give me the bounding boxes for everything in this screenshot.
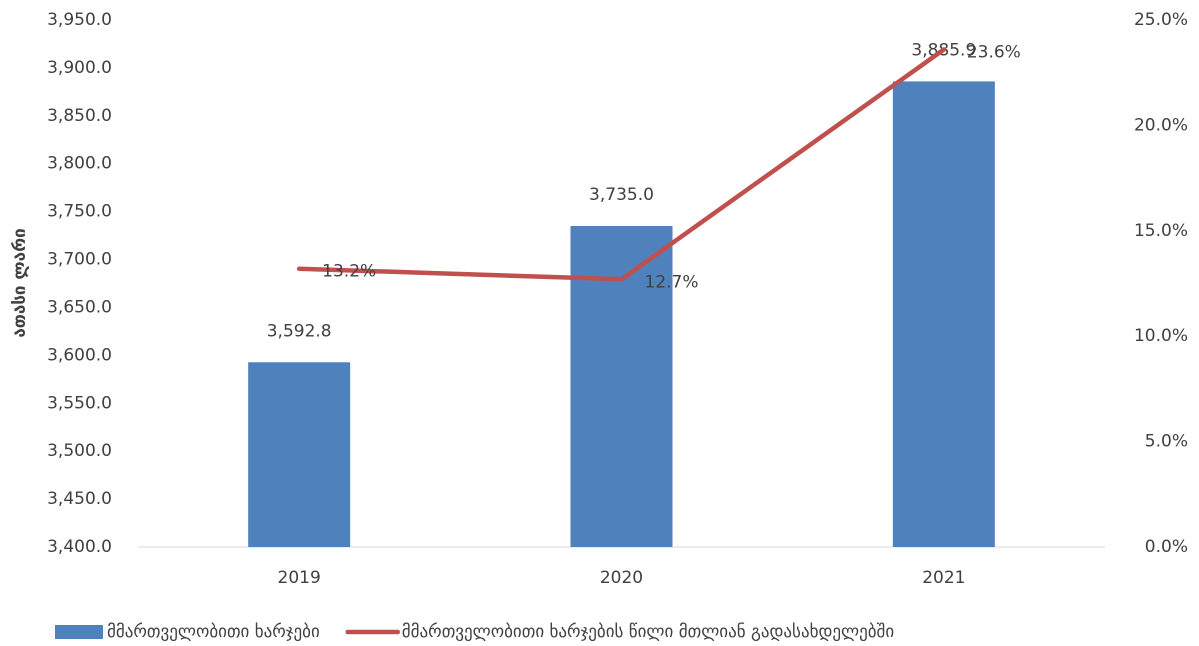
y-tick-label: 3,800.0 [47, 154, 112, 174]
legend-swatch [55, 625, 103, 639]
bar [248, 362, 351, 547]
legend-label: მმართველობითი ხარჯები [107, 622, 320, 642]
line-value-label: 13.2% [322, 262, 376, 282]
y-tick-label: 3,900.0 [47, 58, 112, 78]
line-value-label: 12.7% [645, 272, 699, 292]
y-axis-title: ათასი ლარი [10, 228, 30, 337]
x-tick-label: 2021 [922, 568, 965, 588]
y-tick-label: 3,700.0 [47, 250, 112, 270]
bar-value-label: 3,735.0 [589, 185, 654, 205]
y-tick-label: 3,950.0 [47, 10, 112, 30]
y-tick-label: 3,850.0 [47, 106, 112, 126]
legend-label: მმართველობითი ხარჯების წილი მთლიან გადას… [402, 622, 894, 642]
y-tick-label: 3,450.0 [47, 489, 112, 509]
bar-value-label: 3,592.8 [267, 321, 332, 341]
y2-tick-label: 20.0% [1134, 115, 1188, 135]
y2-tick-label: 10.0% [1134, 326, 1188, 346]
y-tick-label: 3,500.0 [47, 441, 112, 461]
y-tick-label: 3,750.0 [47, 202, 112, 222]
y2-tick-label: 15.0% [1134, 221, 1188, 241]
y2-tick-label: 25.0% [1134, 10, 1188, 30]
line [296, 47, 947, 282]
y-tick-label: 3,650.0 [47, 297, 112, 317]
x-tick-label: 2019 [278, 568, 321, 588]
y-tick-label: 3,400.0 [47, 537, 112, 557]
bar [892, 81, 995, 547]
y2-tick-label: 5.0% [1145, 432, 1188, 452]
x-tick-label: 2020 [600, 568, 643, 588]
y2-tick-label: 0.0% [1145, 537, 1188, 557]
line-value-label: 23.6% [967, 43, 1021, 63]
y-tick-label: 3,550.0 [47, 393, 112, 413]
y-tick-label: 3,600.0 [47, 345, 112, 365]
